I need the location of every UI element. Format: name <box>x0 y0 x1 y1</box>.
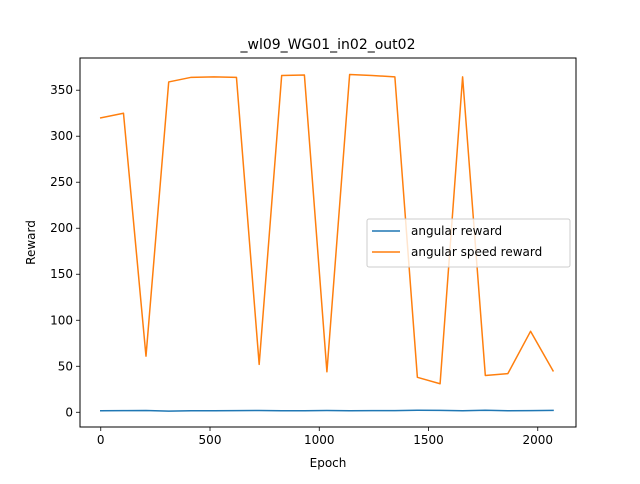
legend-label-2: angular speed reward <box>411 245 542 259</box>
series-line-1 <box>100 409 554 412</box>
y-tick-label: 250 <box>50 175 73 189</box>
chart-title: _wl09_WG01_in02_out02 <box>240 37 416 53</box>
x-tick-label: 0 <box>97 433 105 447</box>
y-tick-label: 150 <box>50 267 73 281</box>
axes-frame <box>79 57 577 428</box>
x-tick-label: 2000 <box>522 433 553 447</box>
x-tick-label: 1500 <box>413 433 444 447</box>
y-tick-label: 200 <box>50 221 73 235</box>
legend-label-1: angular reward <box>411 224 502 238</box>
y-tick-label: 300 <box>50 129 73 143</box>
series-line-2 <box>99 73 555 385</box>
legend-box <box>366 218 571 268</box>
y-tick-label: 350 <box>50 83 73 97</box>
x-axis-label: Epoch <box>310 456 347 470</box>
y-axis-label: Reward <box>24 220 38 265</box>
y-tick-label: 50 <box>58 359 73 373</box>
ticks-layer: 0 500 1000 1500 2000 0 50 100 150 200 250 300 350 <box>50 83 553 447</box>
x-tick-label: 1000 <box>304 433 335 447</box>
plot-layer <box>99 73 555 412</box>
legend: angular reward angular speed reward <box>366 218 571 268</box>
y-tick-label: 100 <box>50 313 73 327</box>
y-tick-label: 0 <box>65 405 73 419</box>
x-tick-label: 500 <box>199 433 222 447</box>
